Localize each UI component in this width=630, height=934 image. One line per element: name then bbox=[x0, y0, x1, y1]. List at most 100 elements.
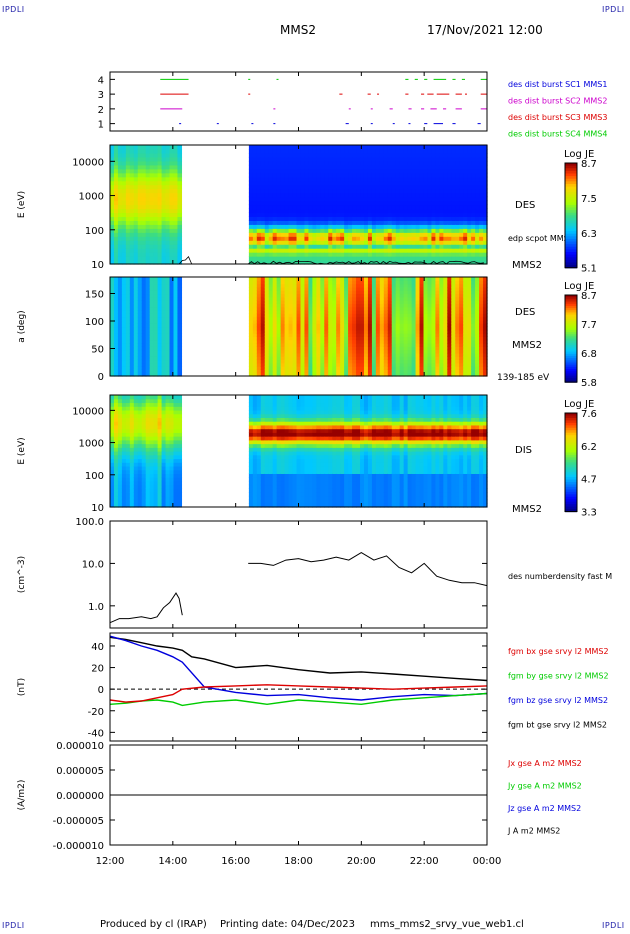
spectrogram-cell bbox=[141, 343, 147, 347]
spectrogram-cell bbox=[419, 283, 425, 288]
spectrogram-cell bbox=[407, 248, 413, 253]
spectrogram-cell bbox=[375, 145, 381, 150]
spectrogram-cell bbox=[312, 290, 317, 295]
spectrogram-cell bbox=[300, 204, 306, 210]
spectrogram-cell bbox=[332, 196, 337, 202]
spectrogram-cell bbox=[475, 362, 480, 367]
spectrogram-cell bbox=[395, 290, 401, 295]
spectrogram-cell bbox=[296, 208, 302, 214]
spectrogram-cell bbox=[161, 313, 167, 318]
spectrogram-cell bbox=[340, 145, 345, 150]
spectrogram-cell bbox=[471, 352, 476, 357]
spectrogram-cell bbox=[153, 216, 159, 221]
spectrogram-cell bbox=[363, 313, 369, 318]
spectrogram-cell bbox=[280, 286, 286, 291]
spectrogram-cell bbox=[371, 244, 377, 249]
spectrogram-cell bbox=[483, 188, 488, 194]
spectrogram-cell bbox=[344, 300, 349, 304]
spectrogram-cell bbox=[447, 313, 452, 318]
spectrogram-cell bbox=[157, 343, 163, 347]
spectrogram-cell bbox=[129, 369, 135, 374]
spectrogram-cell bbox=[316, 216, 321, 221]
colorbar-step bbox=[565, 170, 577, 175]
spectrogram-cell bbox=[137, 252, 143, 257]
spectrogram-cell bbox=[443, 164, 448, 170]
spectrogram-cell bbox=[455, 352, 460, 357]
spectrogram-cell bbox=[344, 240, 349, 245]
spectrogram-cell bbox=[308, 145, 313, 150]
spectrogram-cell bbox=[375, 343, 381, 347]
spectrogram-cell bbox=[395, 145, 401, 150]
spectrogram-cell bbox=[379, 349, 385, 354]
spectrogram-cell bbox=[161, 248, 167, 253]
spectrogram-cell bbox=[371, 293, 377, 298]
spectrogram-cell bbox=[419, 228, 425, 233]
spectrogram-cell bbox=[268, 260, 274, 265]
spectrogram-cell bbox=[455, 216, 460, 221]
spectrogram-cell bbox=[391, 369, 397, 374]
spectrogram-cell bbox=[292, 252, 298, 257]
spectrogram-cell bbox=[479, 333, 484, 337]
colorbar-step bbox=[565, 262, 577, 266]
spectrogram-cell bbox=[256, 310, 262, 314]
spectrogram-cell bbox=[110, 366, 115, 370]
spectrogram-cell bbox=[423, 293, 429, 298]
spectrogram-cell bbox=[471, 212, 476, 217]
spectrogram-cell bbox=[324, 212, 329, 217]
spectrogram-cell bbox=[459, 256, 464, 261]
spectrogram-cell bbox=[145, 359, 151, 364]
spectrogram-cell bbox=[415, 176, 421, 182]
spectrogram-cell bbox=[268, 196, 274, 202]
spectrogram-cell bbox=[252, 208, 258, 214]
spectrogram-cell bbox=[439, 145, 444, 150]
spectrogram-cell bbox=[383, 168, 389, 174]
spectrogram-cell bbox=[110, 417, 115, 422]
spectrogram-cell bbox=[415, 220, 421, 225]
spectrogram-cell bbox=[145, 343, 151, 347]
colorbar-step bbox=[565, 178, 577, 182]
spectrogram-cell bbox=[332, 180, 337, 186]
spectrogram-cell bbox=[153, 306, 159, 311]
spectrogram-cell bbox=[435, 296, 440, 301]
spectrogram-cell bbox=[121, 306, 127, 311]
spectrogram-cell bbox=[439, 296, 444, 301]
spectrogram-cell bbox=[443, 277, 448, 281]
spectrogram-cell bbox=[439, 366, 444, 370]
spectrogram-cell bbox=[121, 366, 127, 370]
spectrogram-cell bbox=[117, 421, 123, 426]
spectrogram-cell bbox=[121, 323, 127, 328]
spectrogram-cell bbox=[288, 343, 294, 347]
colorbar-step bbox=[565, 163, 577, 167]
spectrogram-cell bbox=[447, 300, 452, 304]
spectrogram-cell bbox=[149, 248, 155, 253]
spectrogram-cell bbox=[165, 319, 171, 324]
spectrogram-cell bbox=[320, 323, 325, 328]
spectrogram-cell bbox=[256, 145, 262, 150]
spectrogram-cell bbox=[288, 172, 294, 178]
spectrogram-cell bbox=[264, 188, 270, 194]
spectrogram-cell bbox=[324, 148, 329, 154]
spectrogram-cell bbox=[324, 343, 329, 347]
spectrogram-cell bbox=[459, 286, 464, 291]
spectrogram-cell bbox=[248, 172, 254, 178]
spectrogram-cell bbox=[260, 303, 266, 308]
spectrogram-cell bbox=[379, 168, 385, 174]
spectrogram-cell bbox=[348, 160, 353, 166]
spectrogram-cell bbox=[467, 160, 472, 166]
spectrogram-cell bbox=[391, 164, 397, 170]
spectrogram-cell bbox=[467, 352, 472, 357]
spectrogram-cell bbox=[125, 277, 131, 281]
spectrogram-cell bbox=[328, 212, 333, 217]
spectrogram-cell bbox=[399, 228, 405, 233]
spectrogram-cell bbox=[149, 145, 155, 150]
spectrogram-cell bbox=[439, 313, 444, 318]
spectrogram-cell bbox=[399, 310, 405, 314]
spectrogram-cell bbox=[352, 176, 357, 182]
spectrogram-cell bbox=[479, 156, 484, 162]
spectrogram-cell bbox=[427, 343, 433, 347]
spectrogram-cell bbox=[129, 216, 135, 221]
spectrogram-cell bbox=[125, 303, 131, 308]
spectrogram-cell bbox=[288, 164, 294, 170]
spectrogram-cell bbox=[459, 343, 464, 347]
spectrogram-cell bbox=[256, 172, 262, 178]
